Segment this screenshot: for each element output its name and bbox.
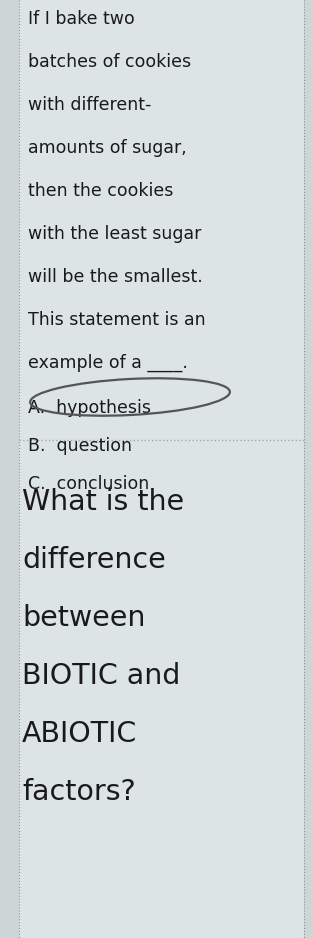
Text: This statement is an: This statement is an: [28, 311, 206, 329]
Text: batches of cookies: batches of cookies: [28, 53, 191, 71]
Text: A.  hypothesis: A. hypothesis: [28, 399, 151, 417]
Text: between: between: [22, 604, 145, 632]
Text: will be the smallest.: will be the smallest.: [28, 268, 203, 286]
Text: What is the: What is the: [22, 488, 184, 516]
Text: amounts of sugar,: amounts of sugar,: [28, 139, 187, 157]
Text: factors?: factors?: [22, 778, 136, 806]
Text: BIOTIC and: BIOTIC and: [22, 662, 180, 690]
Text: example of a ____.: example of a ____.: [28, 354, 188, 372]
Text: then the cookies: then the cookies: [28, 182, 173, 200]
Text: with the least sugar: with the least sugar: [28, 225, 201, 243]
Text: with different-: with different-: [28, 96, 151, 114]
Text: difference: difference: [22, 546, 166, 574]
Text: B.  question: B. question: [28, 437, 132, 455]
Text: ABIOTIC: ABIOTIC: [22, 720, 137, 748]
Text: If I bake two: If I bake two: [28, 10, 135, 28]
Text: C.  conclusion: C. conclusion: [28, 475, 149, 493]
